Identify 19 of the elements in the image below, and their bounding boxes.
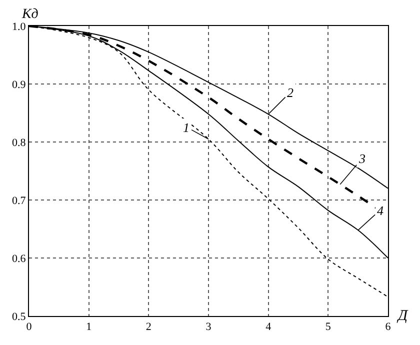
x-tick-label: 6	[385, 321, 392, 334]
x-tick-label: 0	[26, 321, 32, 334]
x-tick-label: 5	[325, 321, 332, 334]
y-tick-label: 0.8	[12, 136, 26, 149]
y-axis-title: Кд	[21, 7, 38, 22]
x-tick-label: 1	[86, 321, 92, 334]
x-tick-label: 3	[206, 321, 212, 334]
x-axis-title: Д	[396, 308, 409, 324]
y-tick-label: 1.0	[12, 20, 26, 33]
y-tick-label: 0.6	[12, 252, 26, 265]
annotation: 3	[358, 151, 366, 166]
annotation: 2	[287, 85, 294, 100]
x-tick-label: 4	[266, 321, 272, 334]
annotation: 4	[377, 203, 384, 218]
annotation: 1	[183, 120, 190, 135]
y-tick-label: 0.7	[12, 194, 26, 207]
x-tick-label: 2	[146, 321, 152, 334]
y-tick-label: 0.9	[12, 78, 26, 91]
y-tick-label: 0.5	[12, 310, 26, 323]
